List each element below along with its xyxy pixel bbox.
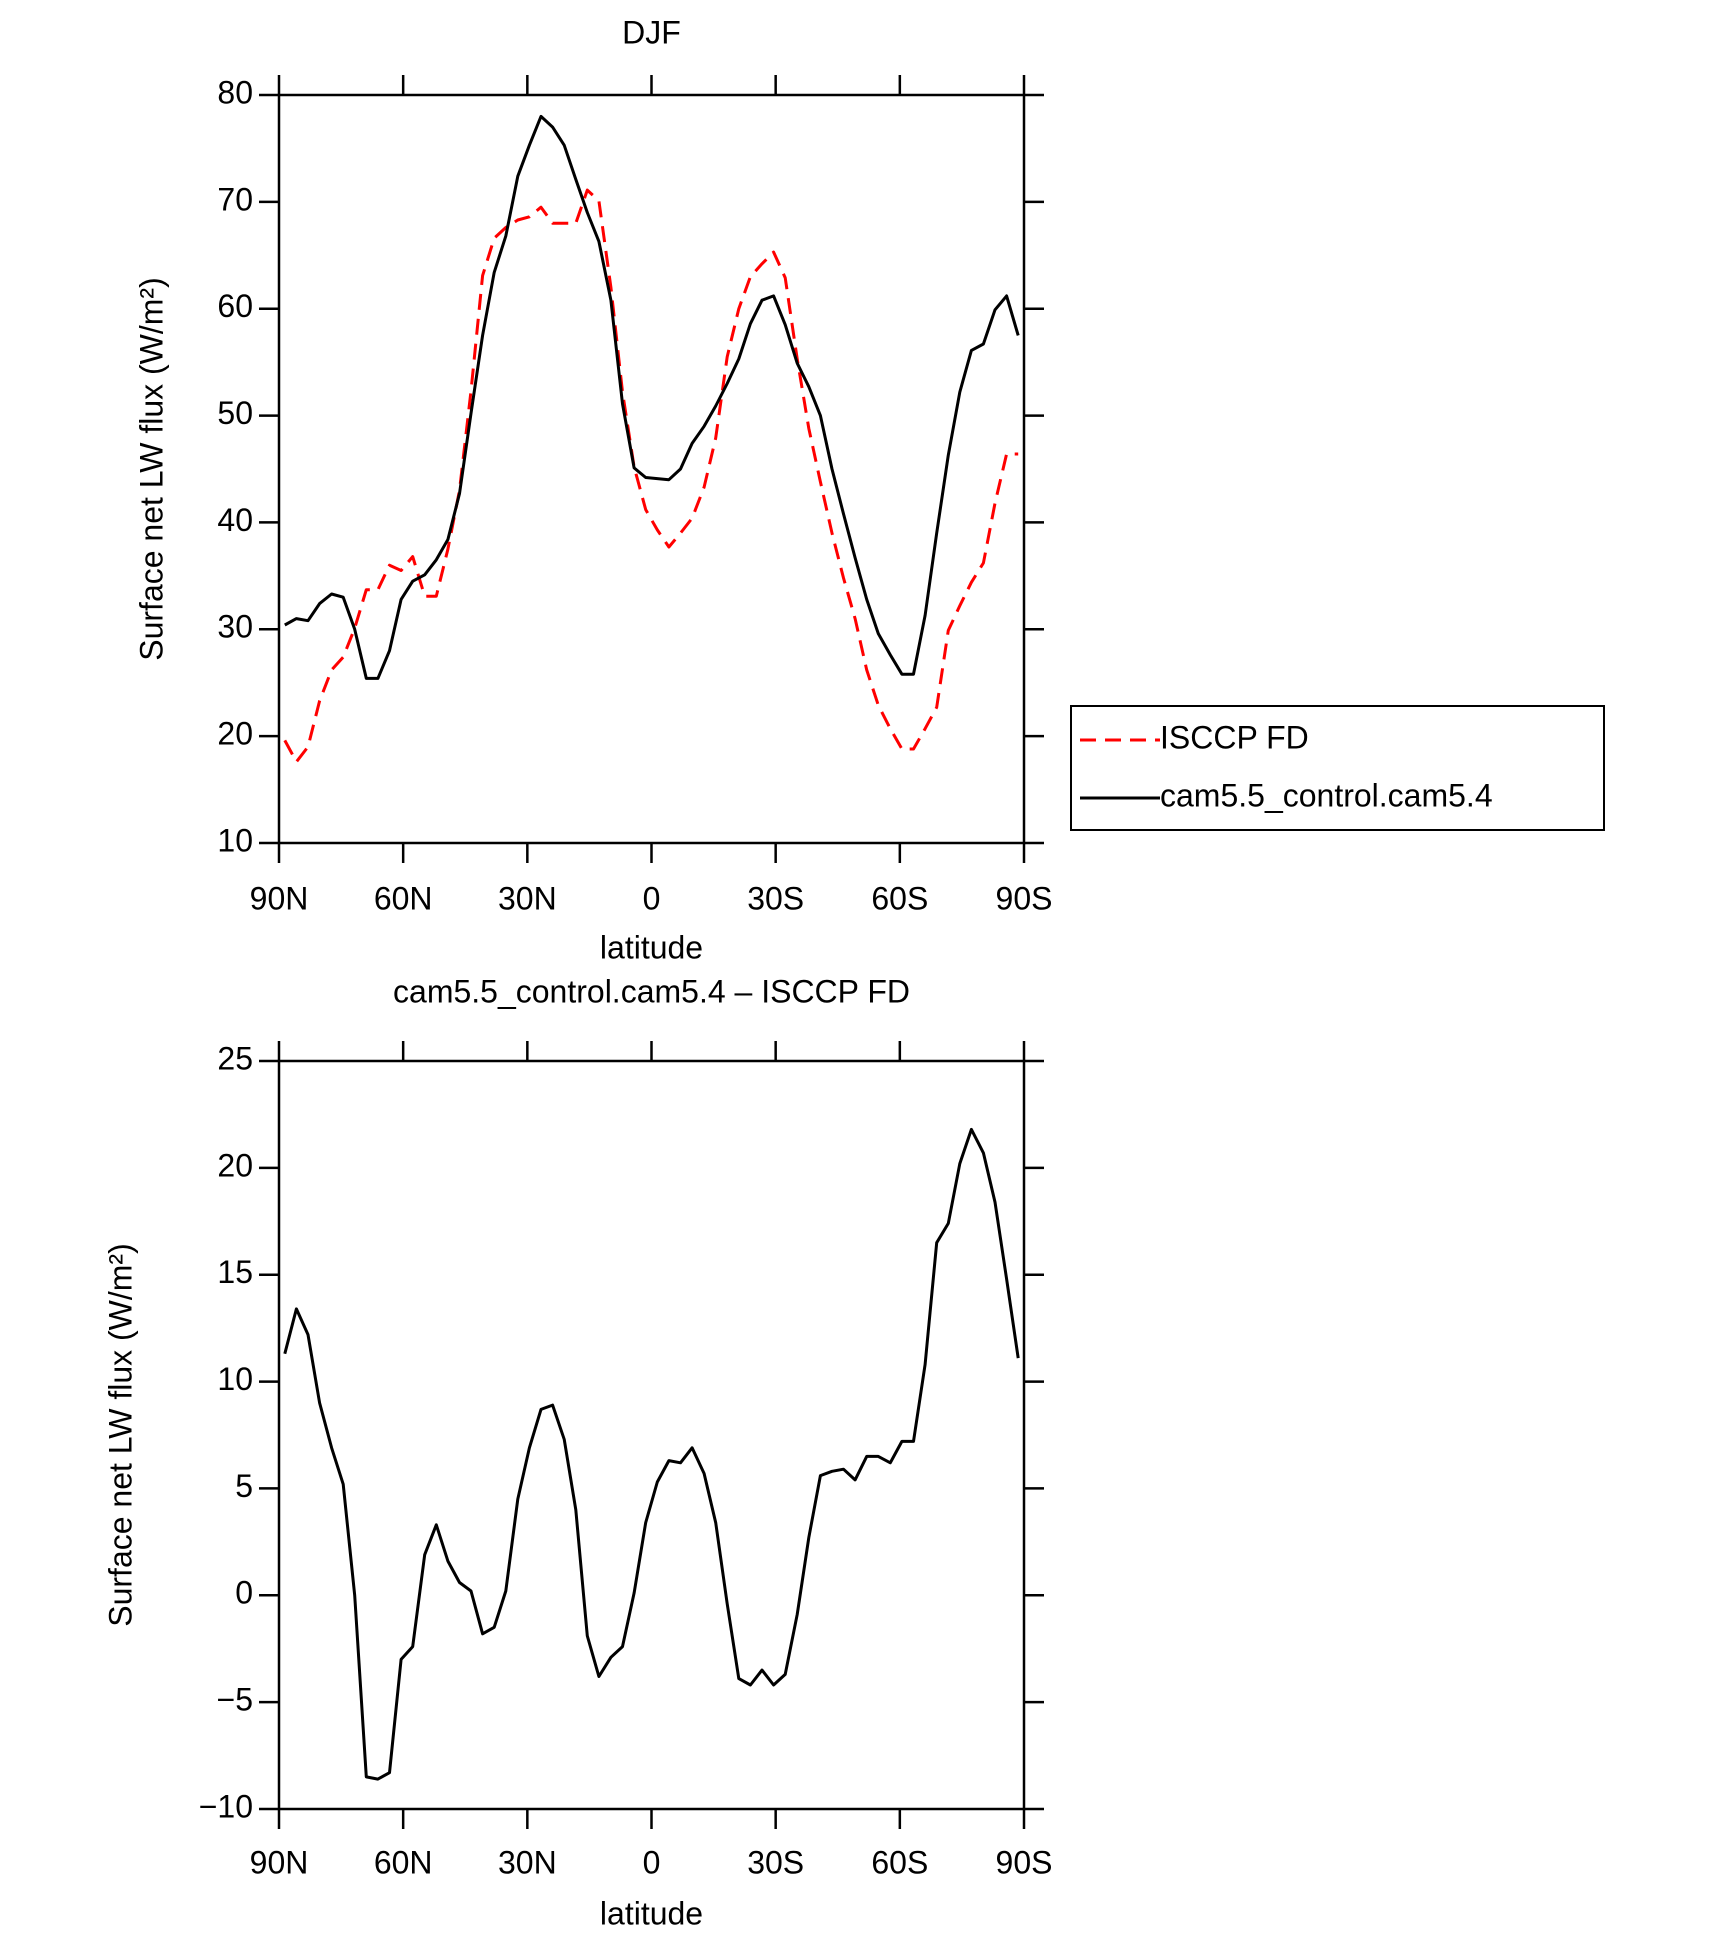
- legend-box: [1070, 705, 1605, 831]
- x-axis-label: latitude: [600, 929, 703, 965]
- y-tick-label: 25: [217, 1040, 253, 1076]
- data-line: [283, 1127, 1020, 1781]
- x-tick-label: 0: [643, 1844, 661, 1880]
- plot-frame: [277, 1059, 1026, 1811]
- x-tick-label: 30S: [747, 1844, 804, 1880]
- y-tick-label: 20: [217, 1147, 253, 1183]
- y-axis-label: Surface net LW flux (W/m²): [102, 1243, 138, 1626]
- x-tick-label: 0: [643, 880, 661, 916]
- x-axis-label: latitude: [600, 1895, 703, 1931]
- y-tick-label: 30: [217, 609, 253, 645]
- y-tick-label: 70: [217, 181, 253, 217]
- data-line: [284, 114, 1020, 680]
- x-tick-label: 30S: [747, 880, 804, 916]
- y-tick-label: 0: [235, 1575, 253, 1611]
- plot-frame: [277, 93, 1026, 845]
- x-tick-label: 90N: [250, 1844, 309, 1880]
- y-tick-label: 60: [217, 288, 253, 324]
- legend-label: ISCCP FD: [1160, 719, 1309, 755]
- y-tick-label: 20: [217, 716, 253, 752]
- y-tick-label: 10: [217, 822, 253, 858]
- legend-label: cam5.5_control.cam5.4: [1160, 777, 1493, 813]
- y-tick-label: 50: [217, 395, 253, 431]
- y-tick-label: 10: [217, 1361, 253, 1397]
- x-tick-label: 30N: [498, 1844, 557, 1880]
- chart-title: cam5.5_control.cam5.4 – ISCCP FD: [393, 973, 910, 1009]
- chart-title: DJF: [622, 14, 681, 50]
- data-line: [283, 188, 1019, 764]
- x-tick-label: 90S: [996, 1844, 1053, 1880]
- x-tick-label: 90N: [250, 880, 309, 916]
- y-tick-label: 15: [217, 1254, 253, 1290]
- x-tick-label: 60S: [871, 1844, 928, 1880]
- y-tick-label: −5: [217, 1682, 253, 1718]
- y-axis-label: Surface net LW flux (W/m²): [133, 277, 169, 660]
- x-tick-label: 90S: [996, 880, 1053, 916]
- x-tick-label: 60S: [871, 880, 928, 916]
- y-tick-label: 40: [217, 502, 253, 538]
- y-tick-label: −10: [199, 1788, 253, 1824]
- x-tick-label: 30N: [498, 880, 557, 916]
- y-tick-label: 5: [235, 1468, 253, 1504]
- y-tick-label: 80: [217, 74, 253, 110]
- x-tick-label: 60N: [374, 880, 433, 916]
- x-tick-label: 60N: [374, 1844, 433, 1880]
